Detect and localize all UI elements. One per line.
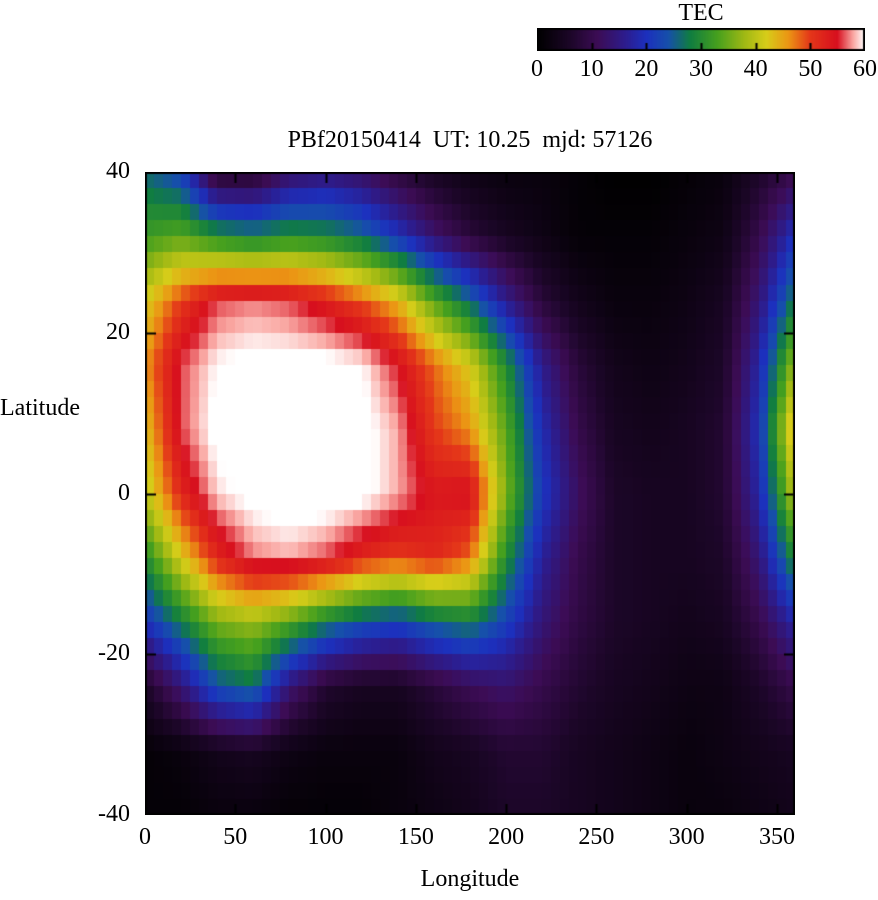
y-axis-label: Latitude [0,395,80,421]
xtick-label: 300 [668,824,705,850]
plot-title: PBf20150414 UT: 10.25 mjd: 57126 [287,127,653,153]
cbtick-label: 30 [689,56,713,82]
xtick-label: 150 [397,824,434,850]
cbtick-label: 50 [798,56,823,82]
heatmap [145,172,795,815]
xtick-label: 200 [488,824,525,850]
cbtick-label: 0 [531,56,543,82]
x-axis-label: Longitude [420,866,520,892]
xtick-label: 250 [578,824,615,850]
ytick-label: -20 [98,640,130,667]
colorbar-gradient [537,28,865,51]
ytick-label: -40 [98,801,130,827]
ytick-label: 20 [106,318,130,345]
cbtick-label: 60 [853,56,877,82]
cbtick-label: 40 [743,56,768,82]
ytick-label: 0 [118,479,130,506]
colorbar-title: TEC [678,0,724,26]
cbtick-label: 10 [579,56,604,82]
xtick-label: 0 [139,824,151,850]
ytick-label: 40 [106,158,130,184]
xtick-label: 100 [307,824,344,850]
xtick-label: 50 [223,824,248,850]
xtick-label: 350 [758,824,795,850]
cbtick-label: 20 [634,56,659,82]
